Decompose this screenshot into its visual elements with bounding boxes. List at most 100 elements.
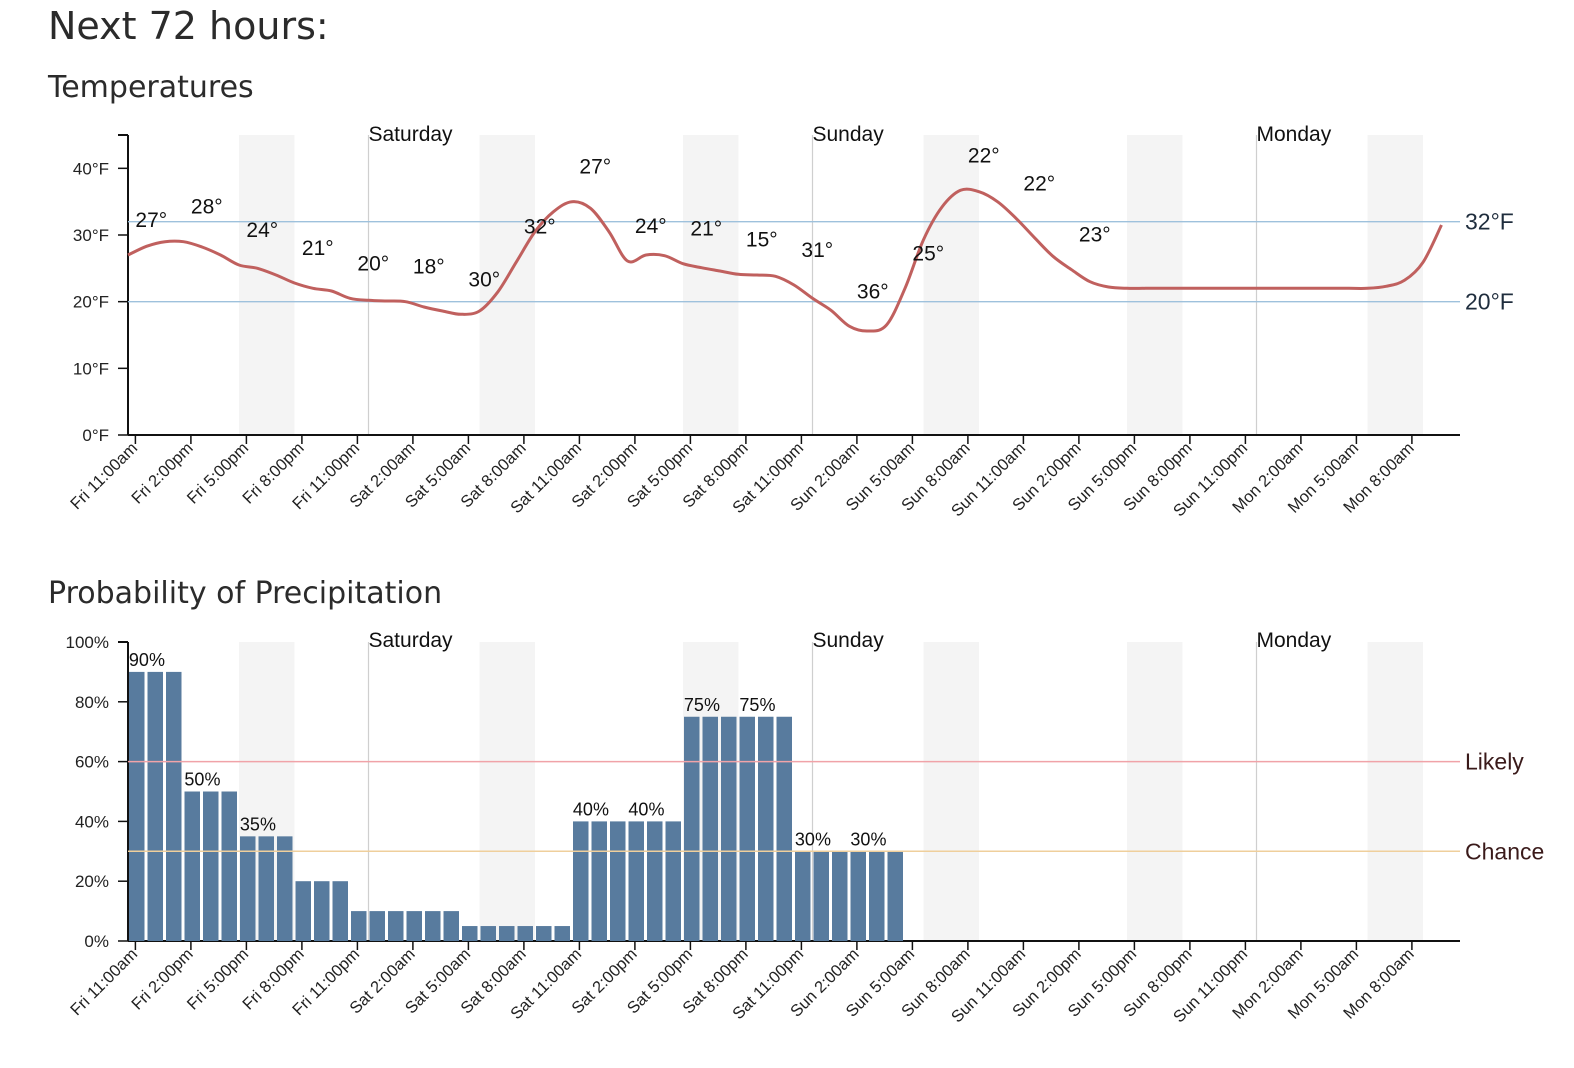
temperature-reference-label: 32°F <box>1465 209 1514 235</box>
precipitation-night-band <box>923 642 979 941</box>
precipitation-data-label: 30% <box>795 829 831 849</box>
precipitation-x-tick-label: Fri 11:00am <box>67 945 141 1019</box>
temperature-data-label: 18° <box>413 256 445 279</box>
precipitation-bar <box>776 716 792 941</box>
precipitation-data-label: 75% <box>684 695 720 715</box>
temperature-data-label: 32° <box>524 216 556 239</box>
precipitation-day-label: Monday <box>1257 629 1332 652</box>
temperature-data-label: 20° <box>357 252 389 275</box>
precipitation-y-tick-label: 40% <box>75 812 109 831</box>
precipitation-bar <box>517 926 533 941</box>
precipitation-bar <box>462 926 478 941</box>
precipitation-bar <box>147 671 163 941</box>
precipitation-night-band <box>1367 642 1423 941</box>
precipitation-bar <box>573 821 589 941</box>
precipitation-y-tick-label: 100% <box>66 633 109 652</box>
precipitation-bar <box>665 821 681 941</box>
precipitation-bar <box>332 881 348 941</box>
page-title: Next 72 hours: <box>48 4 329 48</box>
precipitation-y-tick-label: 0% <box>84 932 109 951</box>
precipitation-bar <box>166 671 182 941</box>
precipitation-night-band <box>1127 642 1183 941</box>
precipitation-chart-title: Probability of Precipitation <box>48 576 443 611</box>
temperature-chart: Saturday Sunday Monday 0°F 10°F 20°F 30°F 40°F F… <box>67 123 1514 520</box>
temperature-night-band <box>1127 135 1183 435</box>
precipitation-data-label: 35% <box>240 814 276 834</box>
precipitation-bar <box>702 716 718 941</box>
temperature-y-tick-label: 10°F <box>73 359 109 378</box>
precipitation-bar <box>647 821 663 941</box>
precipitation-data-label: 90% <box>129 650 165 670</box>
precipitation-chart: Saturday Sunday Monday 0% 20% 40% 60% 80% 100% Fr… <box>66 629 1545 1026</box>
precipitation-y-tick-label: 20% <box>75 872 109 891</box>
temperature-y-tick-label: 30°F <box>73 226 109 245</box>
temperature-night-band <box>479 135 535 435</box>
precipitation-bar <box>869 851 885 941</box>
precipitation-bar <box>203 791 219 941</box>
precipitation-y-tick-label: 60% <box>75 753 109 772</box>
temperature-data-label: 30° <box>468 268 500 291</box>
temperature-reference-label: 20°F <box>1465 289 1514 315</box>
precipitation-bar <box>295 881 311 941</box>
precipitation-bar <box>758 716 774 941</box>
precipitation-bar <box>351 911 367 941</box>
precipitation-bar <box>443 911 459 941</box>
precipitation-data-label: 30% <box>850 829 886 849</box>
temperature-day-label: Saturday <box>369 123 454 146</box>
temperature-data-label: 27° <box>579 156 611 179</box>
precipitation-bar <box>369 911 385 941</box>
precipitation-y-tick-label: 80% <box>75 693 109 712</box>
temperature-data-label: 28° <box>191 196 223 219</box>
precipitation-bar <box>739 716 755 941</box>
precipitation-bar <box>314 881 330 941</box>
temperature-data-label: 24° <box>246 219 278 242</box>
precipitation-bar <box>887 851 903 941</box>
temperature-night-band <box>923 135 979 435</box>
temperature-data-label: 22° <box>1023 172 1055 195</box>
precipitation-bar <box>480 926 496 941</box>
precipitation-bar <box>536 926 552 941</box>
precipitation-bar <box>591 821 607 941</box>
precipitation-data-label: 40% <box>573 799 609 819</box>
precipitation-bar <box>610 821 626 941</box>
temperature-data-label: 31° <box>801 239 833 262</box>
temperature-data-label: 21° <box>690 218 722 241</box>
precipitation-bar <box>850 851 866 941</box>
temperature-data-label: 24° <box>635 215 667 238</box>
precipitation-data-label: 50% <box>184 770 220 790</box>
precipitation-bar <box>813 851 829 941</box>
precipitation-data-label: 75% <box>739 695 775 715</box>
precipitation-bar <box>684 716 700 941</box>
precipitation-data-label: 40% <box>628 799 664 819</box>
precipitation-bar <box>240 836 256 941</box>
precipitation-bar <box>795 851 811 941</box>
precipitation-bar <box>258 836 274 941</box>
precipitation-bar <box>184 791 200 941</box>
temperature-data-label: 27° <box>135 209 167 232</box>
temperature-data-label: 23° <box>1079 224 1111 247</box>
precipitation-bar <box>425 911 441 941</box>
temperature-data-label: 22° <box>968 144 1000 167</box>
temperature-day-label: Sunday <box>813 123 885 146</box>
temperature-x-tick-label: Fri 11:00am <box>67 439 141 513</box>
temperature-data-label: 36° <box>857 280 889 303</box>
precipitation-reference-label: Likely <box>1465 749 1524 775</box>
temperature-data-label: 25° <box>912 242 944 265</box>
precipitation-bar <box>832 851 848 941</box>
temperature-day-label: Monday <box>1257 123 1332 146</box>
temperature-y-tick-label: 20°F <box>73 293 109 312</box>
precipitation-bar <box>129 671 145 941</box>
precipitation-bar <box>628 821 644 941</box>
temperature-data-label: 21° <box>302 237 334 260</box>
precipitation-bar <box>388 911 404 941</box>
precipitation-day-label: Saturday <box>369 629 454 652</box>
precipitation-bar <box>277 836 293 941</box>
precipitation-day-label: Sunday <box>813 629 885 652</box>
temperature-night-band <box>239 135 295 435</box>
precipitation-bar <box>554 926 570 941</box>
precipitation-night-band <box>479 642 535 941</box>
precipitation-bar <box>721 716 737 941</box>
temperature-chart-title: Temperatures <box>48 70 254 105</box>
temperature-data-label: 15° <box>746 228 778 251</box>
